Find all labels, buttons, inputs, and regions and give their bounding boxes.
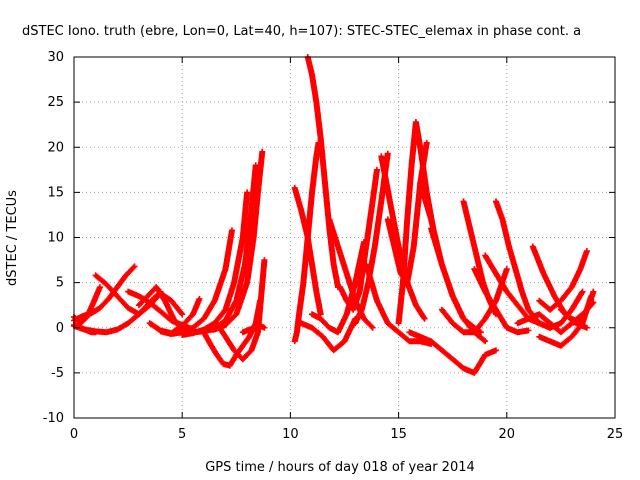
- series-14: [239, 322, 268, 336]
- y-tick-label: 0: [56, 321, 64, 336]
- grid: [74, 57, 615, 418]
- x-tick-label: 10: [282, 427, 299, 442]
- y-tick-label: -10: [43, 411, 64, 426]
- series-38: [536, 248, 590, 313]
- series-18: [298, 315, 359, 354]
- plot-frame: [73, 56, 616, 419]
- y-tick-label: 25: [47, 95, 64, 110]
- series-29: [428, 225, 484, 336]
- x-tick-label: 15: [390, 427, 407, 442]
- chart-title: dSTEC Iono. truth (ebre, Lon=0, Lat=40, …: [22, 24, 581, 39]
- y-tick-label: -5: [51, 366, 64, 381]
- series-32: [471, 266, 532, 336]
- series-34: [493, 198, 586, 331]
- series-6: [135, 284, 186, 334]
- y-tick-label: 20: [47, 140, 64, 155]
- y-tick-label: 15: [47, 185, 64, 200]
- y-axis-label: dSTEC / TECUs: [5, 190, 20, 286]
- series-20: [326, 216, 376, 331]
- series-23: [363, 261, 435, 347]
- y-tick-label: 5: [56, 276, 64, 291]
- series-19: [309, 239, 367, 336]
- series-27: [406, 329, 499, 376]
- x-tick-label: 0: [70, 427, 78, 442]
- x-tick-label: 25: [607, 427, 624, 442]
- series-21: [337, 166, 380, 313]
- y-tick-label: 10: [47, 231, 64, 246]
- axis-ticks: 0 5 10 15 20 25 -10 -5 0 5 10 15 20 25 30: [43, 50, 624, 442]
- data-series: [71, 54, 597, 376]
- x-tick-label: 5: [178, 427, 186, 442]
- series-40: [568, 299, 597, 327]
- x-tick-label: 20: [499, 427, 516, 442]
- series-8: [157, 227, 235, 338]
- y-tick-label: 30: [47, 50, 64, 65]
- series-16: [291, 184, 324, 318]
- series-31: [460, 198, 499, 318]
- series-26: [395, 119, 437, 327]
- x-axis-label: GPS time / hours of day 018 of year 2014: [205, 460, 475, 475]
